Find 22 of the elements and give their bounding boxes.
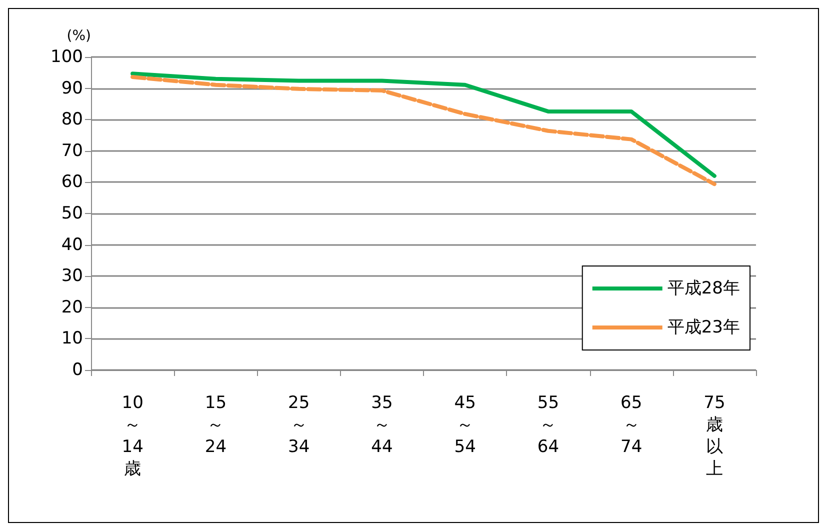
x-tick-label: 55～64 xyxy=(537,393,560,457)
x-tick-label: 65～74 xyxy=(620,393,642,457)
x-tick-label: 25～34 xyxy=(288,393,310,457)
x-tick-label: 75歳以上 xyxy=(704,393,726,479)
x-tick-label: 10～14歳 xyxy=(122,393,144,479)
y-axis-title: (%) xyxy=(66,28,91,44)
x-tick-label: 35～44 xyxy=(371,393,393,457)
y-tick-label: 0 xyxy=(72,360,83,380)
y-tick-label: 60 xyxy=(61,172,83,192)
y-tick-label: 80 xyxy=(61,110,83,130)
legend-label: 平成23年 xyxy=(667,318,740,338)
y-tick-label: 20 xyxy=(61,297,83,318)
y-tick-label: 50 xyxy=(61,204,83,224)
y-tick-label: 90 xyxy=(61,78,83,98)
y-tick-label: 10 xyxy=(61,328,83,349)
y-tick-label: 40 xyxy=(61,234,83,255)
y-tick-label: 70 xyxy=(61,140,83,161)
x-tick-label: 45～54 xyxy=(454,393,476,457)
y-tick-label: 30 xyxy=(61,266,83,286)
x-tick-label: 15～24 xyxy=(204,393,227,457)
legend-label: 平成28年 xyxy=(667,278,740,298)
y-tick-label: 100 xyxy=(50,47,83,67)
